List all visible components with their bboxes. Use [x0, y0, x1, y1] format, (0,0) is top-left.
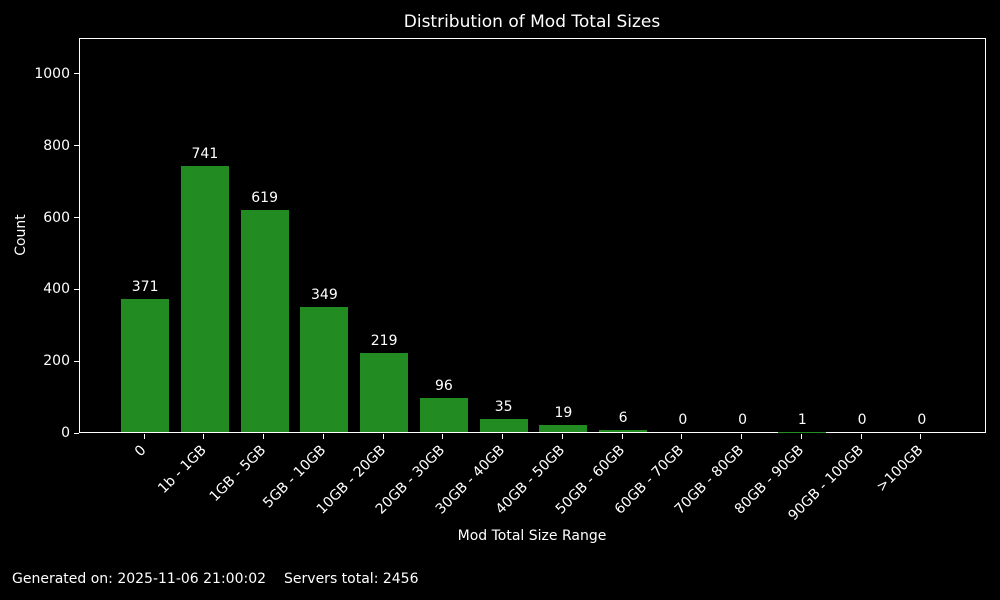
bar-value-label: 349	[311, 286, 338, 303]
bar-value-label: 619	[251, 189, 278, 206]
bar	[599, 429, 648, 432]
bar	[180, 165, 229, 432]
x-tick-mark	[322, 434, 324, 439]
bar-value-label: 6	[618, 409, 628, 426]
x-axis-label: Mod Total Size Range	[457, 528, 607, 544]
bar	[539, 425, 588, 432]
x-tick-mark	[860, 434, 862, 439]
x-tick-mark	[263, 434, 265, 439]
bar	[121, 298, 170, 432]
bar	[240, 209, 289, 432]
bar-value-label: 0	[738, 412, 748, 428]
x-tick-mark	[741, 434, 743, 439]
bar	[300, 306, 349, 432]
x-tick-label-text: >100GB	[873, 442, 927, 496]
footer-text: Generated on: 2025-11-06 21:00:02 Servers…	[12, 571, 419, 587]
bar	[479, 419, 528, 432]
x-tick-mark	[382, 434, 384, 439]
x-tick-mark	[561, 434, 563, 439]
bar-value-label: 1	[797, 411, 807, 428]
x-tick-mark	[143, 434, 145, 439]
y-tick-label: 200	[43, 353, 70, 370]
chart-title: Distribution of Mod Total Sizes	[403, 12, 661, 32]
bar-value-label: 0	[678, 412, 688, 428]
bar-value-label: 96	[434, 377, 453, 394]
x-tick-mark	[681, 434, 683, 439]
footer-generated-on: Generated on: 2025-11-06 21:00:02	[12, 571, 267, 587]
x-tick-mark	[920, 434, 922, 439]
y-tick-mark	[74, 217, 79, 219]
bar	[360, 353, 409, 432]
x-tick-mark	[203, 434, 205, 439]
bar-value-label: 0	[917, 412, 927, 428]
bar-value-label: 35	[494, 399, 513, 416]
x-tick-label-text: 1b - 1GB	[154, 442, 210, 497]
bar-value-label: 19	[554, 405, 573, 422]
y-tick-label: 1000	[34, 65, 70, 82]
x-tick-label-text: 0	[132, 442, 150, 460]
y-tick-label: 800	[43, 137, 70, 154]
bar-value-label: 219	[370, 333, 398, 350]
y-tick-mark	[74, 288, 79, 290]
bar	[419, 397, 468, 432]
x-tick-mark	[800, 434, 802, 439]
x-tick-mark	[502, 434, 504, 439]
y-tick-mark	[74, 145, 79, 147]
bar-value-label: 741	[191, 145, 219, 162]
y-tick-label: 0	[61, 425, 70, 441]
y-tick-mark	[74, 73, 79, 75]
bar-value-label: 371	[131, 278, 159, 295]
x-tick-mark	[442, 434, 444, 439]
y-tick-mark	[74, 432, 79, 434]
x-tick-label-text: 1GB - 5GB	[206, 442, 270, 506]
plot-area: 371 741 619 349 219 96 35 19 6 0 0 1 0 0	[79, 38, 986, 433]
footer-servers-total: Servers total: 2456	[284, 571, 419, 587]
x-tick-mark	[621, 434, 623, 439]
bar-value-label: 0	[857, 412, 867, 428]
y-tick-label: 600	[43, 209, 70, 226]
y-tick-label: 400	[43, 281, 70, 298]
y-tick-mark	[74, 360, 79, 362]
